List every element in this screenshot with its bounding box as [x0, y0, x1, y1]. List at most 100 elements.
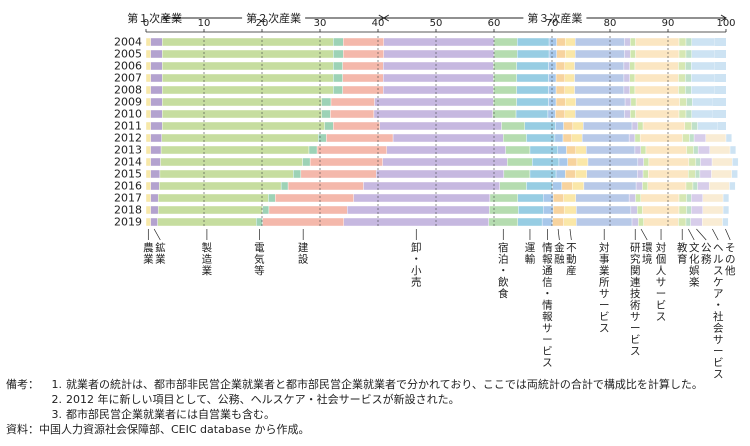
bar-segment: [686, 97, 693, 107]
bar-segment: [693, 133, 706, 143]
bar-segment: [493, 97, 517, 107]
bar-segment: [714, 62, 726, 70]
category-label-char: 文: [689, 241, 700, 254]
bar-segment: [702, 193, 724, 203]
bar-segment: [684, 121, 692, 131]
bar-segment: [552, 205, 565, 215]
bar-segment: [379, 121, 502, 131]
category-label-char: ー: [656, 288, 667, 300]
category-label-char: 気: [254, 253, 265, 266]
category-leader-line: [153, 228, 161, 241]
bar-segment: [563, 205, 577, 215]
bar-segment: [383, 73, 494, 83]
year-label: 2008: [114, 84, 142, 97]
year-label: 2017: [114, 192, 142, 205]
notes-item-text: 2012 年に新しい項目として、公務、ヘルスケア・社会サービスが新設された。: [66, 393, 460, 406]
notes-item-number: 1.: [51, 378, 63, 391]
bar-segment: [638, 217, 644, 227]
x-tick-label: 10: [198, 18, 211, 29]
bar-segment: [524, 121, 556, 131]
bar-segment: [576, 205, 632, 215]
bar-segment: [714, 38, 726, 46]
category-label-char: 情: [542, 299, 553, 312]
bar-segment: [635, 97, 680, 107]
bar-segment: [686, 145, 694, 155]
bar-segment: [635, 37, 680, 47]
bar-segment: [714, 50, 726, 58]
bar-segment: [642, 169, 649, 179]
category-label-char: ・: [542, 288, 553, 300]
bar-segment: [499, 181, 527, 191]
bar-segment: [581, 133, 630, 143]
bar-segment: [324, 121, 334, 131]
bar-segment: [526, 133, 556, 143]
bar-segment: [709, 145, 731, 155]
category-label-char: 造: [202, 253, 213, 266]
notes-prefix: 備考：: [6, 378, 39, 391]
category-label-char: 楽: [689, 276, 700, 289]
category-label-char: ヘ: [713, 242, 724, 254]
x-tick-label: 70: [546, 18, 559, 29]
bar-segment: [630, 37, 636, 47]
bar-segment: [695, 169, 701, 179]
bar-segment: [564, 73, 575, 83]
bar-segment: [150, 193, 159, 203]
category-label-char: 技: [630, 287, 641, 300]
year-label: 2004: [114, 36, 142, 49]
bar-segment: [160, 145, 310, 155]
category-label-char: 産: [566, 264, 577, 277]
bar-segment: [543, 193, 554, 203]
category-label-char: サ: [713, 334, 724, 346]
category-label-char: 育: [677, 253, 688, 266]
category-label-char: 究: [630, 253, 641, 266]
category-label-char: ル: [713, 254, 724, 266]
bar-segment: [373, 109, 494, 119]
bar-segment: [516, 97, 549, 107]
bar-segment: [685, 73, 692, 83]
category-label-char: 宿: [498, 241, 509, 254]
bar-segment: [731, 169, 738, 179]
x-tick-label: 60: [488, 18, 501, 29]
bar-segment: [678, 37, 687, 47]
category-label-char: 小: [411, 265, 422, 277]
bar-segment: [629, 61, 636, 71]
bar-segment: [685, 109, 692, 119]
bar-segment: [630, 49, 636, 59]
category-label-char: ア: [713, 288, 724, 300]
bar-segment: [516, 73, 549, 83]
bar-segment: [678, 193, 687, 203]
bar-segment: [642, 181, 648, 191]
bar-segment: [563, 121, 574, 131]
bar-segment: [574, 85, 625, 95]
bar-segment: [699, 169, 712, 179]
category-label-char: 食: [498, 287, 509, 300]
bar-segment: [702, 205, 724, 215]
bar-segment: [150, 61, 163, 71]
bar-segment: [732, 157, 739, 167]
bar-segment: [162, 109, 322, 119]
category-leader-line: [640, 228, 648, 241]
bar-segment: [343, 217, 489, 227]
category-leader-line: [696, 228, 707, 241]
bar-segment: [690, 217, 703, 227]
bar-segment: [575, 97, 626, 107]
bar-segment: [562, 133, 572, 143]
bar-segment: [517, 49, 550, 59]
bar-segment: [145, 121, 151, 131]
bar-segment: [688, 157, 697, 167]
bar-segment: [624, 37, 631, 47]
bar-segment: [623, 61, 630, 71]
bar-segment: [700, 157, 713, 167]
bar-segment: [575, 37, 625, 47]
category-label-char: ・: [498, 265, 509, 277]
bar-segment: [693, 145, 699, 155]
tick-guides: [203, 36, 669, 228]
bar-segment: [493, 61, 517, 71]
bar-segment: [628, 133, 636, 143]
bar-segment: [392, 133, 504, 143]
source-text: 中国人力資源社会保障部、CEIC database から作成。: [39, 423, 310, 436]
category-label-char: 飲: [498, 276, 509, 289]
bar-segment: [563, 193, 576, 203]
bar-segment: [678, 217, 687, 227]
bar-segment: [526, 181, 553, 191]
